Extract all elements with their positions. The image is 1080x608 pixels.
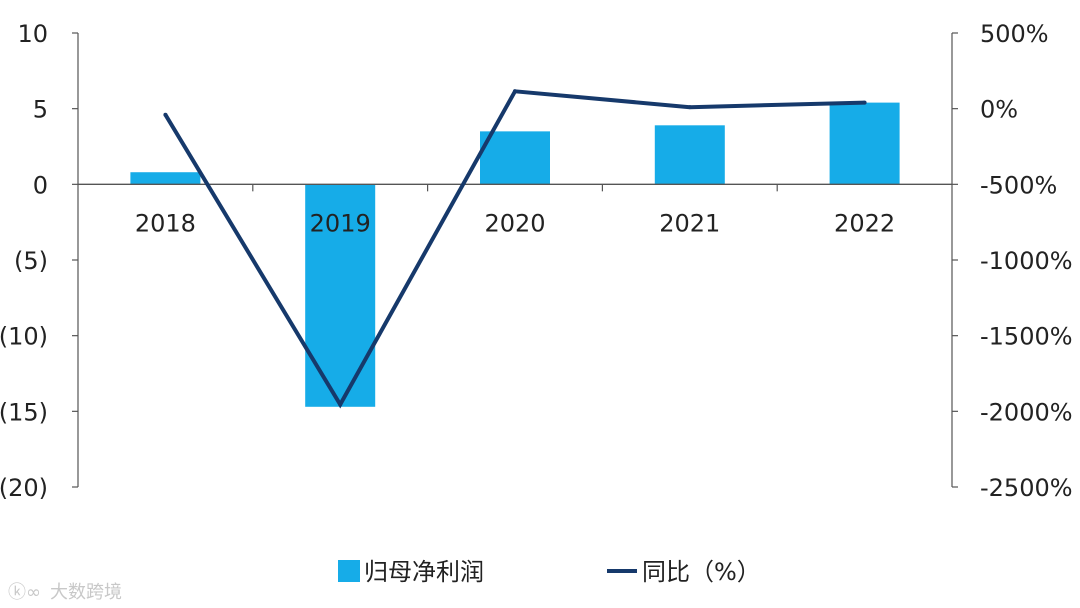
legend: 归母净利润 同比（%） [338, 558, 761, 586]
legend-bar-label: 归母净利润 [364, 558, 484, 586]
zero-baseline [78, 183, 952, 192]
category-label-2021: 2021 [659, 209, 720, 237]
left-axis-tick-label: 5 [33, 96, 48, 124]
right-axis-tick-label: -1000% [980, 247, 1073, 275]
left-axis-tick-label: (20) [0, 474, 48, 502]
bar-2018 [130, 172, 201, 185]
yoy-point-2021 [687, 105, 692, 110]
yoy-point-2019 [338, 402, 343, 407]
category-label-2019: 2019 [310, 209, 371, 237]
right-axis-tick-label: 0% [980, 96, 1018, 124]
right-axis-tick-label: -2500% [980, 474, 1073, 502]
legend-bar-swatch [338, 560, 360, 582]
right-axis-tick-label: -2000% [980, 398, 1073, 426]
yoy-point-2020 [513, 89, 517, 94]
left-axis-tick-label: 10 [17, 20, 48, 48]
category-label-2018: 2018 [135, 209, 196, 237]
watermark: ⓚ∞ 大数跨境 [8, 582, 122, 603]
category-label-2022: 2022 [834, 209, 895, 237]
category-label-2020: 2020 [484, 209, 545, 237]
left-axis-tick-label: (10) [0, 323, 48, 351]
left-axis-tick-label: (15) [0, 398, 48, 426]
right-axis-tick-label: 500% [980, 20, 1049, 48]
bar-2021 [654, 125, 725, 185]
bar-series [130, 102, 900, 407]
legend-line-label: 同比（%） [642, 558, 761, 586]
left-axis-tick-label: 0 [33, 171, 48, 199]
yoy-line-series [163, 89, 867, 409]
yoy-point-2022 [862, 100, 867, 105]
watermark-text: 大数跨境 [50, 582, 122, 603]
right-axis-tick-label: -500% [980, 171, 1057, 199]
bar-2020 [480, 131, 550, 185]
category-labels: 2018 2019 2020 2021 2022 [135, 209, 895, 237]
yoy-point-2018 [163, 112, 168, 117]
left-axis: 10 5 0 (5) (10) (15) (20) [0, 20, 79, 502]
bar-2022 [829, 102, 900, 185]
right-axis: 500% 0% -500% -1000% -1500% -2000% -2500% [951, 20, 1073, 502]
watermark-logo-icon: ⓚ∞ [8, 582, 41, 603]
bar-2019 [305, 184, 376, 407]
left-axis-tick-label: (5) [14, 247, 48, 275]
right-axis-tick-label: -1500% [980, 323, 1073, 351]
